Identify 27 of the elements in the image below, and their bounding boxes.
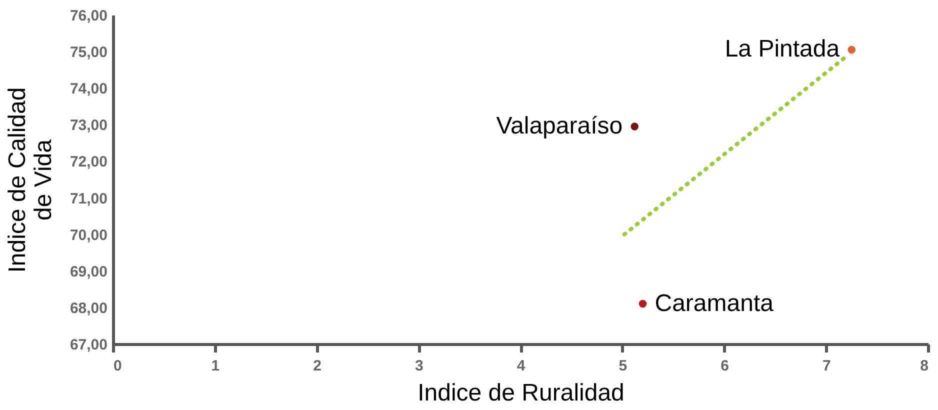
y-tick-label: 69,00 [70,263,108,280]
y-tick-label: 75,00 [70,44,108,62]
y-tick-label: 70,00 [70,226,108,244]
y-tick-label: 72,00 [70,154,108,171]
y-tick-label: 76,00 [70,8,108,24]
y-tick-label: 74,00 [70,80,108,98]
series-label: Caramanta [654,290,774,317]
point [638,300,647,308]
x-tick-label: 7 [822,358,831,374]
point [848,46,856,54]
series-label: Valaparaíso [496,112,623,140]
x-axis-title: Indice de Ruralidad [418,380,624,406]
x-tick-label: 1 [211,358,220,374]
series-label: La Pintada [724,36,840,63]
x-tick-label: 5 [618,358,628,374]
y-tick-label: 73,00 [70,117,108,134]
x-tick-label: 4 [516,358,526,374]
x-tick-label: 6 [720,358,729,374]
y-tick-label: 68,00 [70,300,108,317]
y-tick-label: 71,00 [70,190,108,208]
x-tick-label: 2 [313,358,322,374]
x-tick-label: 3 [414,358,424,374]
y-tick-label: 67,00 [70,336,108,354]
point [630,122,638,130]
y-axis-title: Indice de Calidad de Vida [4,87,57,273]
x-tick-label: 8 [920,358,928,374]
x-tick-label: 0 [114,358,122,374]
